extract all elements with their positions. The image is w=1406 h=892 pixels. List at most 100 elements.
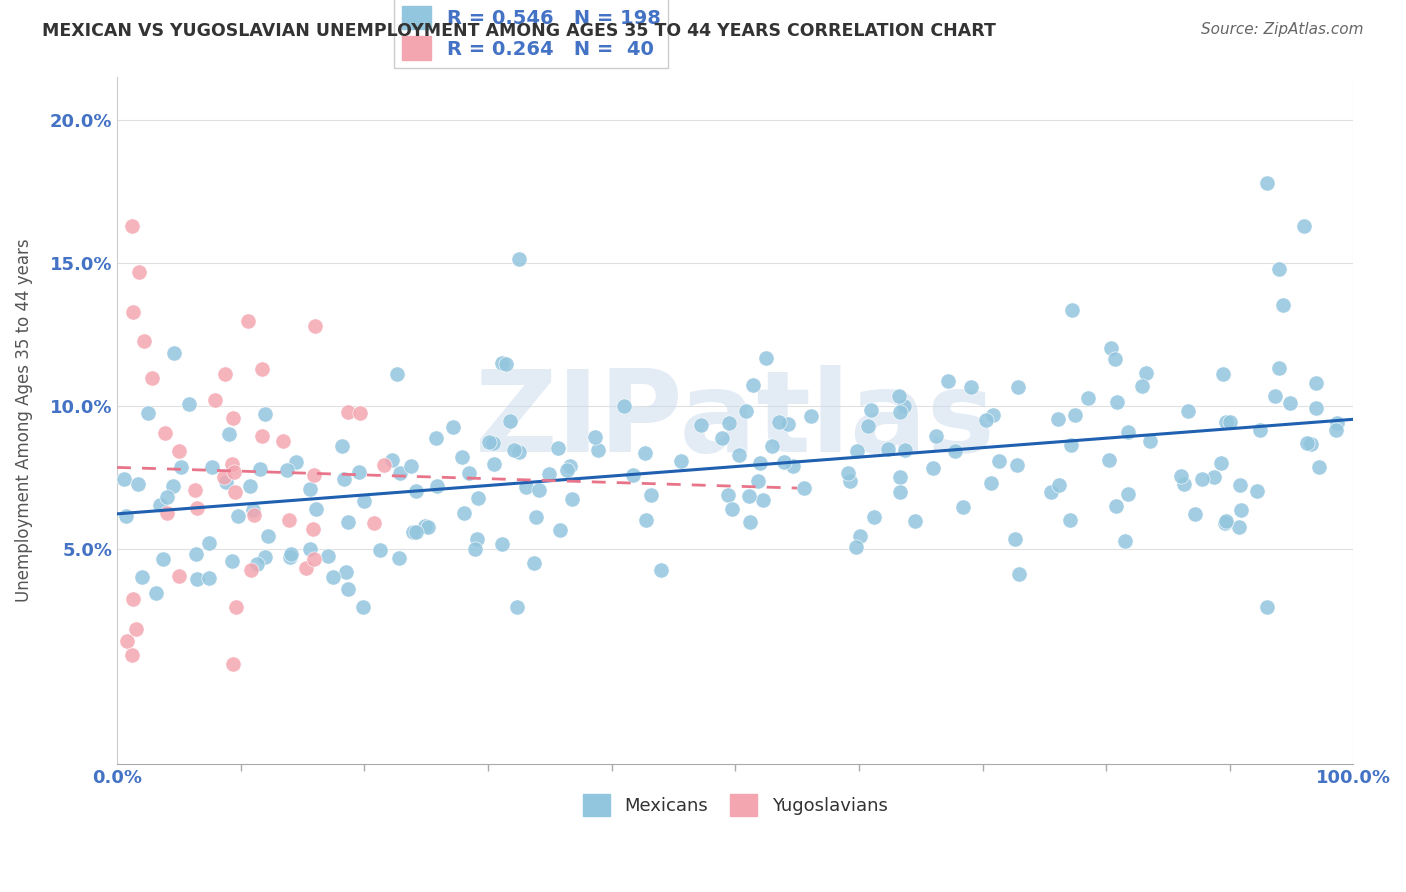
Point — [800, 409, 823, 424]
Point — [1116, 486, 1139, 500]
Point — [925, 428, 948, 442]
Point — [527, 483, 550, 497]
Point — [246, 557, 269, 571]
Point — [464, 542, 486, 557]
Point — [353, 494, 375, 508]
Point — [1227, 519, 1250, 533]
Point — [302, 467, 325, 482]
Legend: Mexicans, Yugoslavians: Mexicans, Yugoslavians — [576, 787, 894, 823]
Point — [960, 379, 983, 393]
Point — [388, 466, 411, 480]
Point — [128, 265, 150, 279]
Point — [368, 543, 391, 558]
Point — [1077, 391, 1099, 405]
Point — [1040, 485, 1063, 500]
Point — [226, 508, 249, 523]
Point — [163, 346, 186, 360]
Point — [1256, 176, 1278, 190]
Point — [515, 480, 537, 494]
Point — [184, 483, 207, 498]
Point — [547, 442, 569, 456]
Point — [201, 460, 224, 475]
Point — [981, 408, 1004, 422]
Point — [352, 599, 374, 614]
Point — [846, 443, 869, 458]
Point — [640, 488, 662, 502]
Point — [322, 570, 344, 584]
Point — [761, 439, 783, 453]
Point — [537, 467, 560, 482]
Point — [792, 481, 814, 495]
Text: Source: ZipAtlas.com: Source: ZipAtlas.com — [1201, 22, 1364, 37]
Point — [718, 416, 741, 430]
Point — [225, 600, 247, 615]
Point — [405, 524, 427, 539]
Point — [402, 524, 425, 539]
Point — [385, 367, 408, 381]
Point — [254, 408, 277, 422]
Point — [1008, 566, 1031, 581]
Point — [740, 515, 762, 529]
Point — [278, 549, 301, 564]
Point — [1292, 219, 1315, 234]
Point — [1177, 404, 1199, 418]
Point — [1271, 297, 1294, 311]
Point — [1170, 469, 1192, 483]
Point — [943, 444, 966, 458]
Point — [669, 454, 692, 468]
Point — [894, 442, 917, 457]
Point — [304, 318, 326, 333]
Point — [1305, 376, 1327, 390]
Point — [295, 560, 318, 574]
Point — [936, 374, 959, 388]
Point — [1256, 599, 1278, 614]
Point — [889, 469, 911, 483]
Point — [167, 569, 190, 583]
Point — [276, 463, 298, 477]
Point — [153, 425, 176, 440]
Point — [250, 429, 273, 443]
Point — [1105, 395, 1128, 409]
Point — [212, 470, 235, 484]
Point — [184, 547, 207, 561]
Point — [170, 460, 193, 475]
Point — [858, 419, 880, 434]
Point — [734, 404, 756, 418]
Point — [782, 458, 804, 473]
Point — [548, 523, 571, 537]
Point — [330, 439, 353, 453]
Point — [305, 502, 328, 516]
Point — [405, 483, 427, 498]
Point — [893, 399, 915, 413]
Point — [1060, 437, 1083, 451]
Point — [1114, 533, 1136, 548]
Point — [198, 536, 221, 550]
Point — [152, 551, 174, 566]
Point — [749, 456, 772, 470]
Point — [508, 445, 530, 459]
Point — [711, 431, 734, 445]
Point — [1246, 483, 1268, 498]
Point — [845, 540, 868, 554]
Point — [224, 465, 246, 479]
Point — [1099, 341, 1122, 355]
Point — [162, 478, 184, 492]
Point — [127, 476, 149, 491]
Point — [837, 466, 859, 480]
Point — [495, 357, 517, 371]
Point — [285, 455, 308, 469]
Point — [721, 502, 744, 516]
Point — [889, 484, 911, 499]
Point — [1230, 503, 1253, 517]
Point — [218, 427, 240, 442]
Point — [333, 472, 356, 486]
Point — [776, 417, 799, 432]
Point — [1308, 460, 1330, 475]
Point — [634, 446, 657, 460]
Point — [425, 431, 447, 445]
Point — [482, 436, 505, 450]
Point — [388, 551, 411, 566]
Y-axis label: Unemployment Among Ages 35 to 44 years: Unemployment Among Ages 35 to 44 years — [15, 239, 32, 602]
Point — [952, 500, 974, 515]
Point — [1267, 360, 1289, 375]
